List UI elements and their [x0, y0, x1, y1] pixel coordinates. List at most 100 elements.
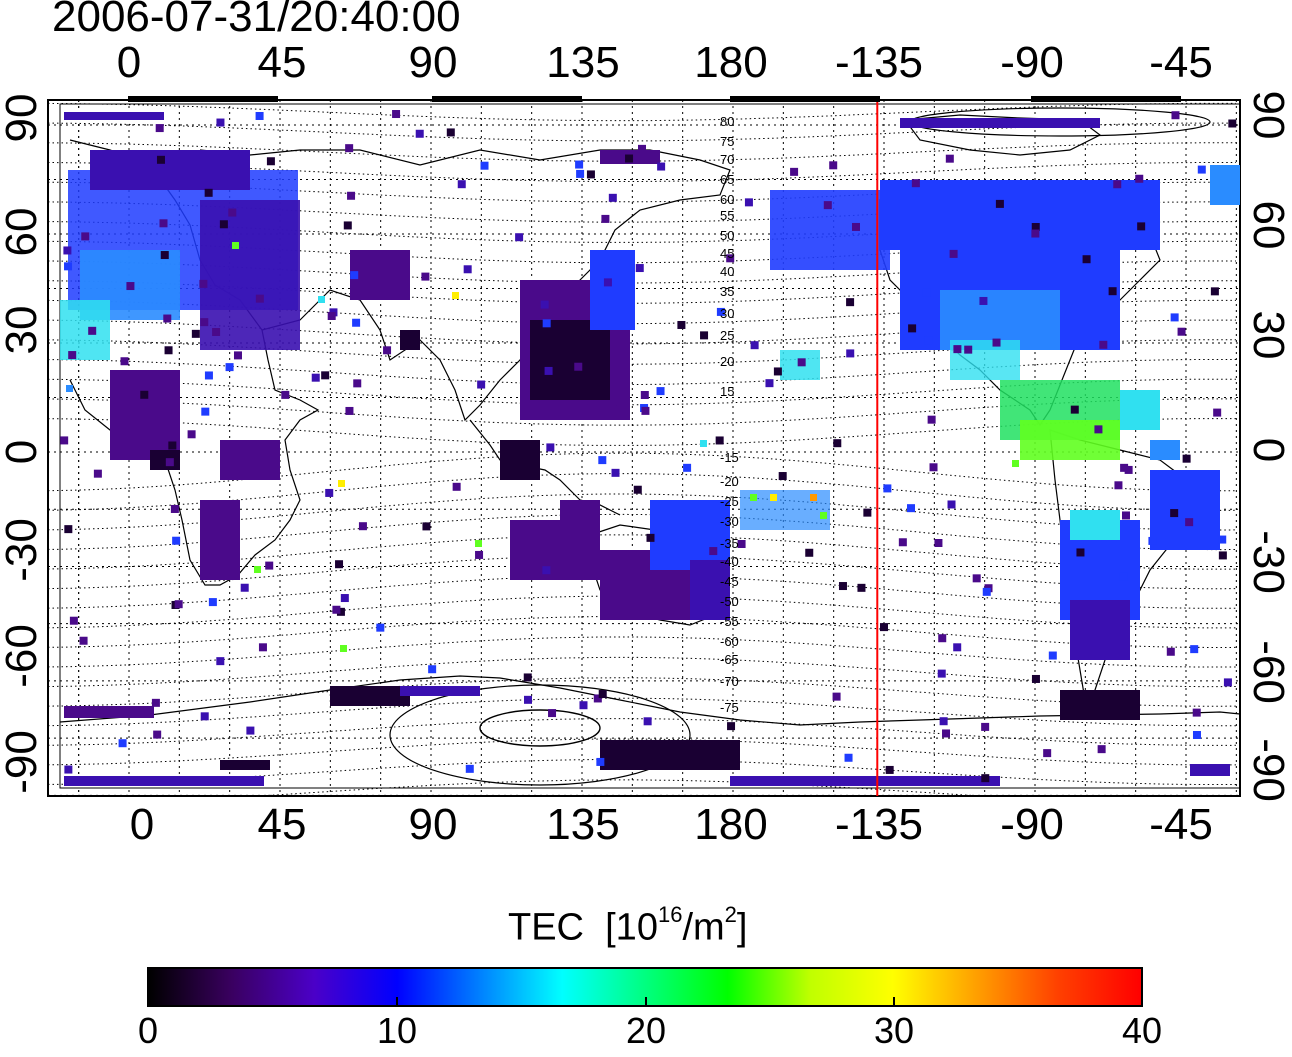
- geomagnetic-contour: [48, 513, 1237, 551]
- tec-cell: [321, 371, 330, 380]
- tec-cell: [347, 191, 356, 200]
- tec-cell: [829, 161, 838, 170]
- tec-cell: [265, 561, 274, 570]
- tec-cell: [981, 774, 990, 783]
- contour-label: -50: [720, 594, 739, 609]
- tec-cell: [345, 406, 354, 415]
- tec-cell: [1043, 749, 1052, 758]
- tec-cell: [625, 154, 634, 163]
- tec-cell: [336, 607, 345, 616]
- tec-cell: [1060, 690, 1140, 720]
- tec-cell: [773, 367, 782, 376]
- tec-cell: [657, 162, 666, 171]
- contour-label: 75: [720, 134, 734, 149]
- tec-cell: [1192, 730, 1201, 739]
- coast-greenland: [903, 114, 1102, 156]
- colorbar-unit-base: [10: [605, 906, 658, 949]
- tec-cell: [140, 390, 149, 399]
- contour-label: -15: [720, 450, 739, 465]
- tec-cell: [151, 698, 160, 707]
- tec-cell: [1197, 165, 1206, 174]
- bottom-lon-tick: -135: [834, 800, 924, 849]
- tec-cell: [575, 160, 584, 169]
- tec-cell: [992, 338, 1001, 347]
- tec-cell: [350, 250, 410, 300]
- tec-cell: [1218, 551, 1227, 560]
- colorbar-unit-exp1: 16: [657, 902, 683, 927]
- colorbar-tick-label: 10: [376, 1010, 418, 1051]
- contour-label: -60: [720, 634, 739, 649]
- tec-cell: [64, 262, 73, 271]
- contour-label: 20: [720, 354, 734, 369]
- tec-cell: [258, 643, 267, 652]
- tec-cell: [60, 436, 69, 445]
- tec-cell: [187, 430, 196, 439]
- tec-cell: [1213, 408, 1222, 417]
- tec-cell: [979, 296, 988, 305]
- bottom-lon-tick: 90: [408, 800, 458, 849]
- frame-tick-bar: [730, 96, 880, 102]
- tec-cell: [383, 346, 392, 355]
- bottom-lon-tick: 0: [129, 800, 155, 849]
- tec-cell: [603, 278, 612, 287]
- timestamp-title: 2006-07-31/20:40:00: [52, 0, 461, 41]
- tec-cell: [1210, 165, 1240, 205]
- tec-cell: [201, 407, 210, 416]
- tec-cell: [730, 776, 1000, 786]
- tec-cell: [900, 118, 1100, 128]
- tec-cell: [770, 494, 777, 501]
- tec-cell: [1150, 470, 1220, 550]
- geomagnetic-contour: [48, 656, 1237, 688]
- tec-cell: [64, 765, 73, 774]
- tec-cell: [593, 694, 602, 703]
- tec-cell: [155, 124, 164, 133]
- tec-cell: [542, 566, 551, 575]
- tec-cell: [350, 271, 359, 280]
- tec-cell: [1012, 460, 1019, 467]
- tec-cell: [225, 363, 234, 372]
- tec-cell: [1228, 119, 1237, 128]
- tec-cell: [68, 351, 77, 360]
- tec-cell: [330, 686, 410, 706]
- contour-label: -55: [720, 614, 739, 629]
- tec-cell: [1119, 572, 1128, 581]
- tec-cell: [255, 294, 264, 303]
- contour-label: -20: [720, 474, 739, 489]
- colorbar-unit-end: ]: [736, 906, 748, 949]
- colorbar-tick-mark: [645, 997, 647, 1007]
- tec-cell: [601, 214, 610, 223]
- tec-cell: [810, 494, 817, 501]
- tec-cell: [833, 439, 842, 448]
- tec-cell: [765, 379, 774, 388]
- tec-cell: [400, 330, 420, 350]
- tec-cell: [981, 722, 990, 731]
- geomagnetic-contour: [48, 677, 1237, 707]
- tec-cell: [637, 144, 646, 153]
- tec-cell: [216, 118, 225, 127]
- tec-cell: [338, 480, 345, 487]
- top-lon-tick: 180: [694, 38, 768, 87]
- tec-cell: [191, 329, 200, 338]
- contour-label: -75: [720, 700, 739, 715]
- tec-cell: [446, 128, 455, 137]
- geomagnetic-contour: [48, 493, 1237, 531]
- tec-cell: [311, 373, 320, 382]
- tec-cell: [219, 220, 228, 229]
- tec-cell: [1113, 180, 1122, 189]
- tec-cell: [586, 170, 595, 179]
- colorbar-tick-label: 40: [1121, 1010, 1163, 1051]
- colorbar-title: TEC [1016/m2]: [508, 902, 748, 950]
- tec-cell: [863, 508, 872, 517]
- tec-cell: [820, 512, 827, 519]
- tec-cell: [358, 522, 367, 531]
- tec-cell: [1170, 509, 1179, 518]
- tec-cell: [646, 533, 655, 542]
- frame-tick-bar: [1031, 96, 1181, 102]
- tec-cell: [596, 757, 605, 766]
- tec-cell: [343, 221, 352, 230]
- tec-cell: [598, 690, 607, 699]
- tec-cell: [911, 179, 920, 188]
- tec-cell: [823, 201, 832, 210]
- colorbar-tick-label: 0: [137, 1010, 159, 1051]
